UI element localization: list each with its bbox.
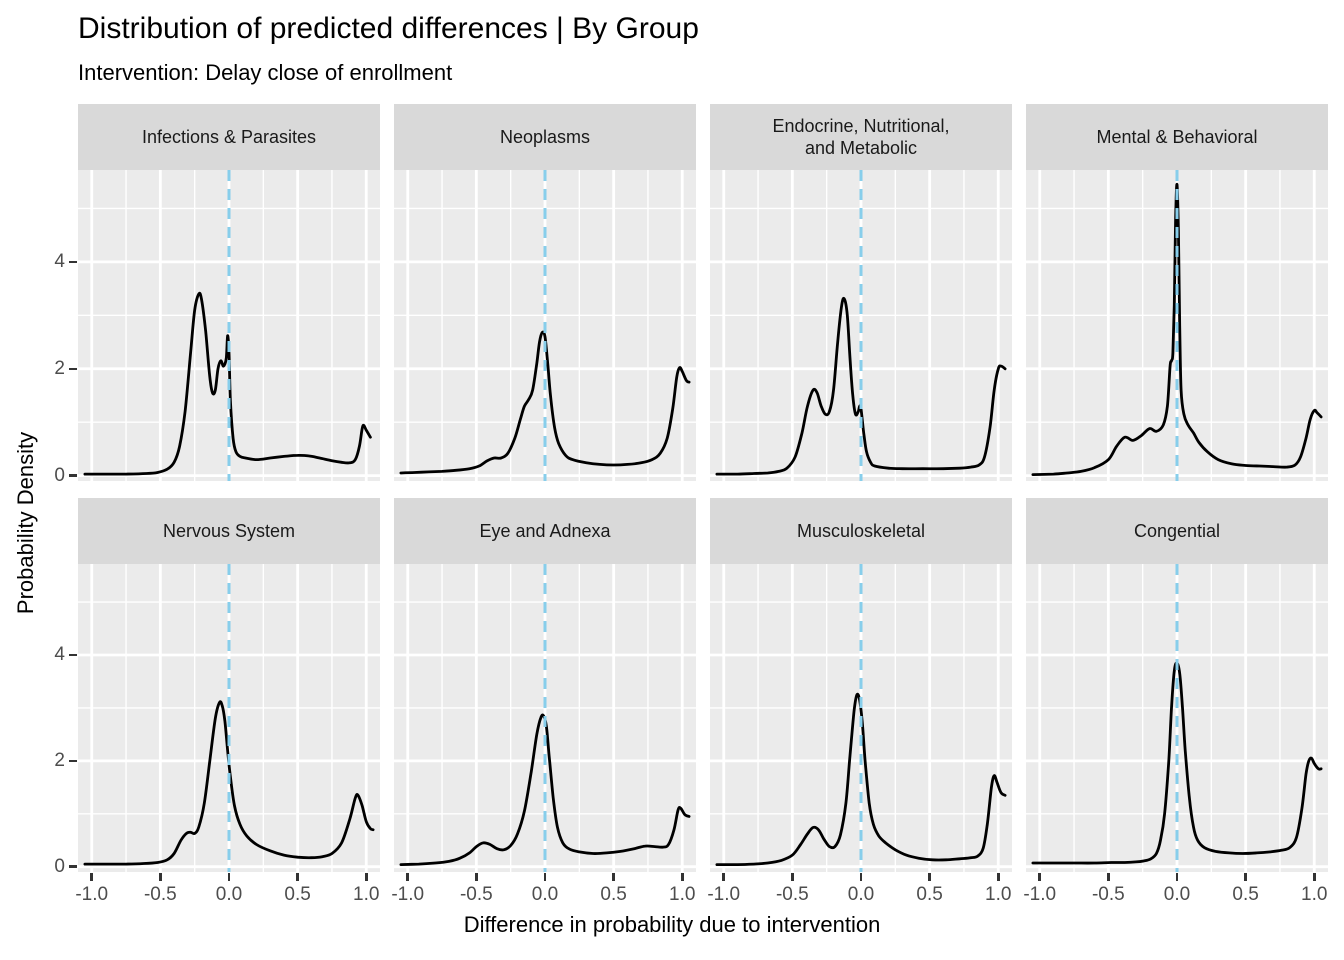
x-tick-mark bbox=[90, 873, 93, 881]
x-tick-mark bbox=[928, 873, 931, 881]
x-tick-mark bbox=[859, 873, 863, 881]
facet-strip: Nervous System bbox=[78, 498, 380, 564]
density-panel bbox=[1026, 170, 1328, 481]
facet-strip: Musculoskeletal bbox=[710, 498, 1012, 564]
x-tick-mark bbox=[1107, 873, 1110, 881]
x-axis-title: Difference in probability due to interve… bbox=[463, 912, 881, 937]
y-tick-label: 2 bbox=[54, 749, 65, 771]
x-tick-mark bbox=[475, 873, 478, 881]
x-tick-label: 1.0 bbox=[353, 884, 380, 905]
y-tick-label: 2 bbox=[54, 357, 65, 379]
y-tick-mark bbox=[69, 653, 77, 657]
density-curve bbox=[715, 692, 1007, 867]
y-tick-mark bbox=[69, 260, 77, 264]
x-tick-mark bbox=[997, 873, 1000, 881]
x-tick-label: -0.5 bbox=[1091, 884, 1125, 905]
density-curve bbox=[399, 713, 691, 866]
x-tick-mark bbox=[543, 873, 547, 881]
y-tick-label: 0 bbox=[54, 464, 65, 486]
density-panel bbox=[78, 564, 380, 872]
facet-strip: Endocrine, Nutritional, and Metabolic bbox=[710, 104, 1012, 170]
density-panel bbox=[78, 170, 380, 481]
x-tick-label: 0.0 bbox=[847, 884, 875, 905]
x-tick-mark bbox=[681, 873, 684, 881]
x-tick-label: -1.0 bbox=[75, 884, 109, 905]
x-tick-label: -0.5 bbox=[775, 884, 809, 905]
x-tick-label: 0.0 bbox=[215, 884, 243, 905]
plot-subtitle: Intervention: Delay close of enrollment bbox=[78, 60, 453, 85]
x-tick-label: -1.0 bbox=[391, 884, 425, 905]
x-tick-label: 0.5 bbox=[600, 884, 627, 905]
y-tick-mark bbox=[69, 474, 77, 477]
x-tick-mark bbox=[159, 873, 162, 881]
x-tick-label: 0.0 bbox=[1163, 884, 1191, 905]
density-panel bbox=[710, 170, 1012, 481]
y-tick-mark bbox=[69, 865, 77, 868]
y-tick-label: 0 bbox=[54, 855, 65, 877]
x-tick-label: 0.0 bbox=[531, 884, 559, 905]
x-tick-label: 0.5 bbox=[1232, 884, 1259, 905]
plot-title: Distribution of predicted differences | … bbox=[78, 12, 699, 45]
facet-strip: Eye and Adnexa bbox=[394, 498, 696, 564]
x-tick-mark bbox=[1244, 873, 1247, 881]
density-panel bbox=[394, 170, 696, 481]
x-tick-label: -0.5 bbox=[459, 884, 493, 905]
x-tick-mark bbox=[791, 873, 794, 881]
density-curve bbox=[83, 291, 372, 476]
x-tick-label: 1.0 bbox=[985, 884, 1012, 905]
x-tick-mark bbox=[1313, 873, 1316, 881]
y-tick-mark bbox=[69, 759, 77, 763]
density-curve bbox=[715, 296, 1007, 476]
x-tick-mark bbox=[296, 873, 299, 881]
x-tick-mark bbox=[1038, 873, 1041, 881]
density-curve bbox=[1031, 661, 1323, 865]
x-tick-mark bbox=[365, 873, 368, 881]
facet-strip: Congential bbox=[1026, 498, 1328, 564]
x-tick-label: -0.5 bbox=[143, 884, 177, 905]
x-tick-label: -1.0 bbox=[1023, 884, 1057, 905]
x-tick-mark bbox=[722, 873, 725, 881]
facet-strip: Mental & Behavioral bbox=[1026, 104, 1328, 170]
facet-strip: Infections & Parasites bbox=[78, 104, 380, 170]
y-tick-mark bbox=[69, 367, 77, 371]
x-tick-mark bbox=[406, 873, 409, 881]
y-tick-label: 4 bbox=[54, 644, 65, 666]
density-panel bbox=[1026, 564, 1328, 872]
facet-strip: Neoplasms bbox=[394, 104, 696, 170]
x-tick-label: -1.0 bbox=[707, 884, 741, 905]
x-tick-label: 1.0 bbox=[669, 884, 696, 905]
x-tick-label: 0.5 bbox=[916, 884, 943, 905]
x-tick-mark bbox=[227, 873, 231, 881]
x-tick-mark bbox=[612, 873, 615, 881]
x-tick-mark bbox=[1175, 873, 1179, 881]
x-tick-label: 1.0 bbox=[1301, 884, 1328, 905]
x-tick-label: 0.5 bbox=[284, 884, 311, 905]
y-tick-label: 4 bbox=[54, 250, 65, 272]
density-panel bbox=[394, 564, 696, 872]
density-panel bbox=[710, 564, 1012, 872]
